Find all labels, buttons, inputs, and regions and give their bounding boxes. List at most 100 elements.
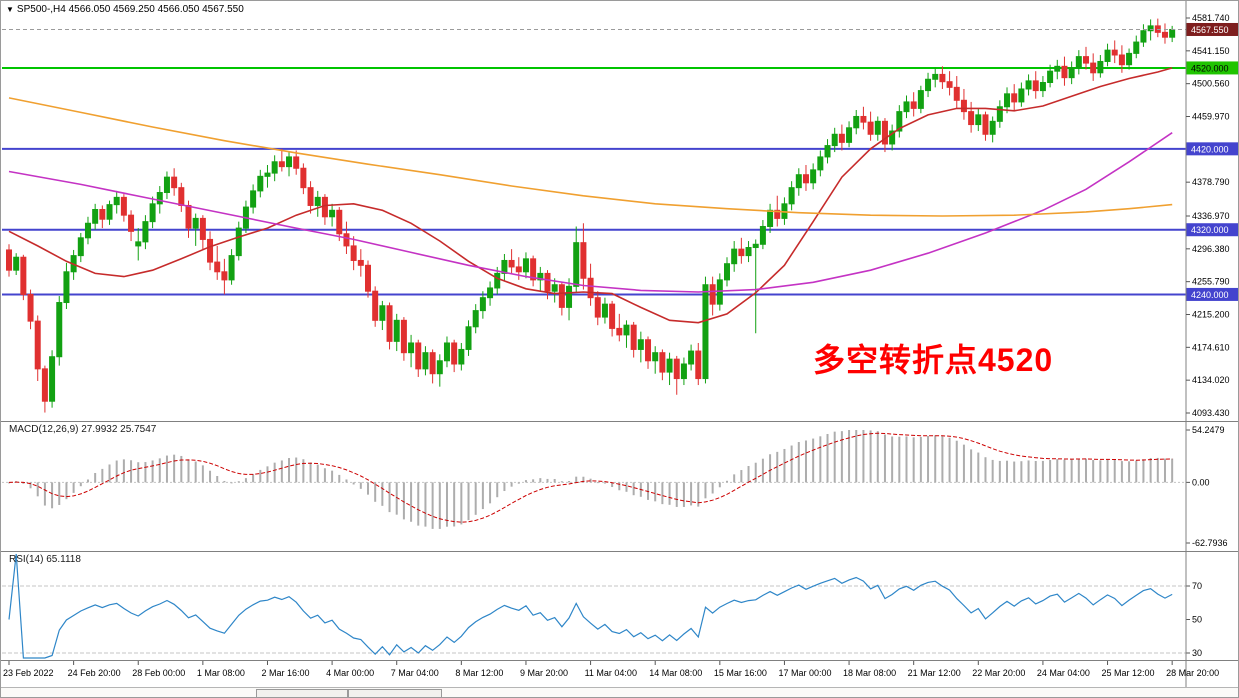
candle-body <box>724 263 730 281</box>
candle-body <box>487 287 494 299</box>
macd-pane[interactable]: 54.2479 0.00 -62.7936 <box>2 425 1228 548</box>
candle-body <box>580 242 587 279</box>
macd-bar <box>381 482 384 506</box>
candle-body <box>257 175 264 192</box>
candle-body <box>77 237 84 257</box>
macd-bar <box>625 482 628 492</box>
macd-bar <box>331 470 334 483</box>
price-axis[interactable]: 4581.740 4541.150 4500.560 4459.970 4378.790… <box>1186 13 1239 418</box>
macd-bar <box>72 482 75 493</box>
candle-body <box>228 255 235 281</box>
candle-body <box>120 196 127 216</box>
candle-body <box>1147 25 1154 32</box>
macd-histogram <box>8 430 1174 529</box>
macd-axis-label: 54.2479 <box>1192 425 1225 435</box>
macd-bar <box>252 474 255 483</box>
candle-body <box>544 272 551 292</box>
candle-body <box>27 293 34 322</box>
candle-body <box>278 161 285 168</box>
macd-bar <box>804 440 807 483</box>
macd-bar <box>1041 460 1044 483</box>
macd-bar <box>596 482 599 484</box>
pane-separators[interactable] <box>1 421 1239 661</box>
candle-body <box>960 99 967 113</box>
candle-body <box>616 327 623 336</box>
macd-bar <box>43 482 46 506</box>
hline-4240-label <box>1186 287 1238 301</box>
hline-4420-label <box>1186 142 1238 156</box>
candlestick-series <box>6 18 1176 413</box>
candle-body <box>192 217 199 229</box>
symbol-dropdown-icon[interactable]: ▼ <box>6 5 14 14</box>
candle-body <box>1111 49 1118 56</box>
macd-bar <box>934 435 937 483</box>
macd-bar <box>1092 460 1095 483</box>
candle-body <box>982 114 989 135</box>
candle-body <box>92 209 99 224</box>
macd-bar <box>489 482 492 504</box>
macd-bar <box>819 436 822 483</box>
macd-bar <box>783 448 786 483</box>
chart-tab[interactable] <box>256 689 348 697</box>
candle-body <box>56 302 63 358</box>
macd-bar <box>22 482 25 484</box>
macd-bar <box>359 482 362 489</box>
time-tick-label: 8 Mar 12:00 <box>455 668 503 678</box>
candle-body <box>321 196 328 218</box>
macd-bar <box>417 482 420 526</box>
candle-body <box>199 217 206 240</box>
hline-4240-label-text: 4240.000 <box>1191 290 1229 300</box>
macd-bar <box>862 430 865 483</box>
macd-bar <box>560 481 563 483</box>
candle-body <box>365 264 371 292</box>
macd-bar <box>1077 458 1080 483</box>
time-tick-label: 2 Mar 16:00 <box>261 668 309 678</box>
macd-bar <box>410 482 413 522</box>
macd-bar <box>1034 460 1037 483</box>
candle-body <box>106 204 113 220</box>
candle-body <box>63 271 70 304</box>
macd-bar <box>216 476 219 483</box>
time-axis[interactable]: 23 Feb 2022 24 Feb 20:00 28 Feb 00:00 1 Mar… <box>3 661 1219 678</box>
candle-body <box>795 174 802 189</box>
time-tick-label: 25 Mar 12:00 <box>1102 668 1155 678</box>
macd-bar <box>137 462 140 483</box>
price-tick-label: 4378.790 <box>1192 177 1230 187</box>
candle-body <box>1047 70 1054 84</box>
candle-body <box>623 324 630 336</box>
annotation-text[interactable]: 多空转折点4520 <box>813 342 1054 378</box>
rsi-pane[interactable]: 70 50 30 <box>2 553 1202 659</box>
macd-bar <box>323 468 326 483</box>
candle-body <box>1126 52 1133 66</box>
time-tick-label: 9 Mar 20:00 <box>520 668 568 678</box>
candle-body <box>149 203 156 223</box>
candle-body <box>881 120 888 145</box>
macd-bar <box>546 478 549 483</box>
chart-tab[interactable] <box>348 689 442 697</box>
candle-body <box>932 73 939 80</box>
macd-bar <box>65 482 68 500</box>
macd-bar <box>108 464 111 483</box>
candle-body <box>1032 80 1039 92</box>
macd-bar <box>259 469 262 483</box>
horizontal-lines[interactable] <box>2 66 1186 296</box>
candle-body <box>443 342 450 362</box>
price-tick-label: 4093.430 <box>1192 408 1230 418</box>
macd-bar <box>453 482 456 527</box>
macd-bar <box>474 482 477 515</box>
macd-bar <box>94 472 97 483</box>
moving-average-lines <box>8 67 1173 324</box>
candle-body <box>846 127 853 143</box>
macd-bar <box>194 461 197 483</box>
macd-bar <box>280 460 283 483</box>
quote-bar: ▼ SP500-,H4 4566.050 4569.250 4566.050 45… <box>6 4 244 15</box>
candle-body <box>343 233 350 247</box>
candle-body <box>824 145 831 158</box>
candle-body <box>314 196 321 206</box>
macd-bar <box>1135 460 1138 483</box>
macd-bar <box>187 459 190 483</box>
macd-bar <box>690 482 693 506</box>
macd-bar <box>575 476 578 483</box>
candle-body <box>20 256 27 295</box>
